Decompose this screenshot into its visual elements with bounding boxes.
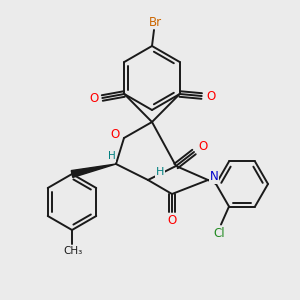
Text: Br: Br [148,16,162,28]
Text: N: N [210,170,218,184]
Text: O: O [206,89,215,103]
Text: O: O [198,140,208,154]
Polygon shape [71,164,116,177]
Text: O: O [90,92,99,106]
Text: CH₃: CH₃ [63,246,82,256]
Text: O: O [110,128,120,142]
Text: Cl: Cl [213,227,225,240]
Text: H: H [156,167,164,177]
Text: H: H [108,151,116,161]
Text: O: O [167,214,177,226]
